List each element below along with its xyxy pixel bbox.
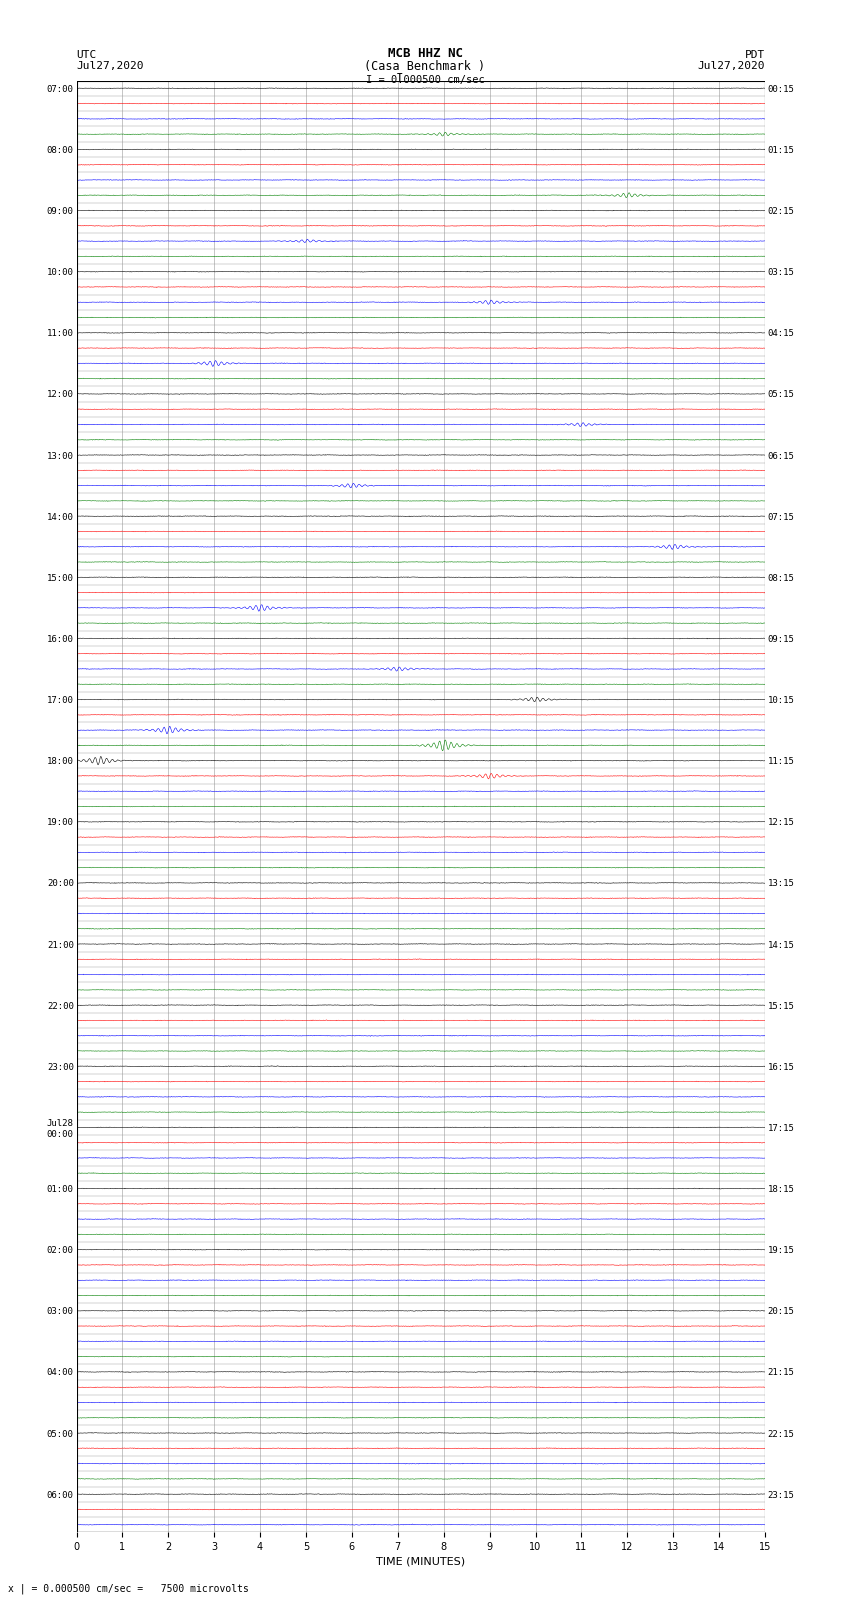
Text: Jul27,2020: Jul27,2020 (76, 61, 144, 71)
Text: UTC: UTC (76, 50, 97, 60)
Text: I: I (396, 73, 403, 85)
Text: Jul27,2020: Jul27,2020 (698, 61, 765, 71)
Text: MCB HHZ NC: MCB HHZ NC (388, 47, 462, 60)
Text: PDT: PDT (745, 50, 765, 60)
X-axis label: TIME (MINUTES): TIME (MINUTES) (377, 1557, 465, 1566)
Text: (Casa Benchmark ): (Casa Benchmark ) (365, 60, 485, 73)
Text: I = 0.000500 cm/sec: I = 0.000500 cm/sec (366, 76, 484, 85)
Text: x | = 0.000500 cm/sec =   7500 microvolts: x | = 0.000500 cm/sec = 7500 microvolts (8, 1582, 249, 1594)
